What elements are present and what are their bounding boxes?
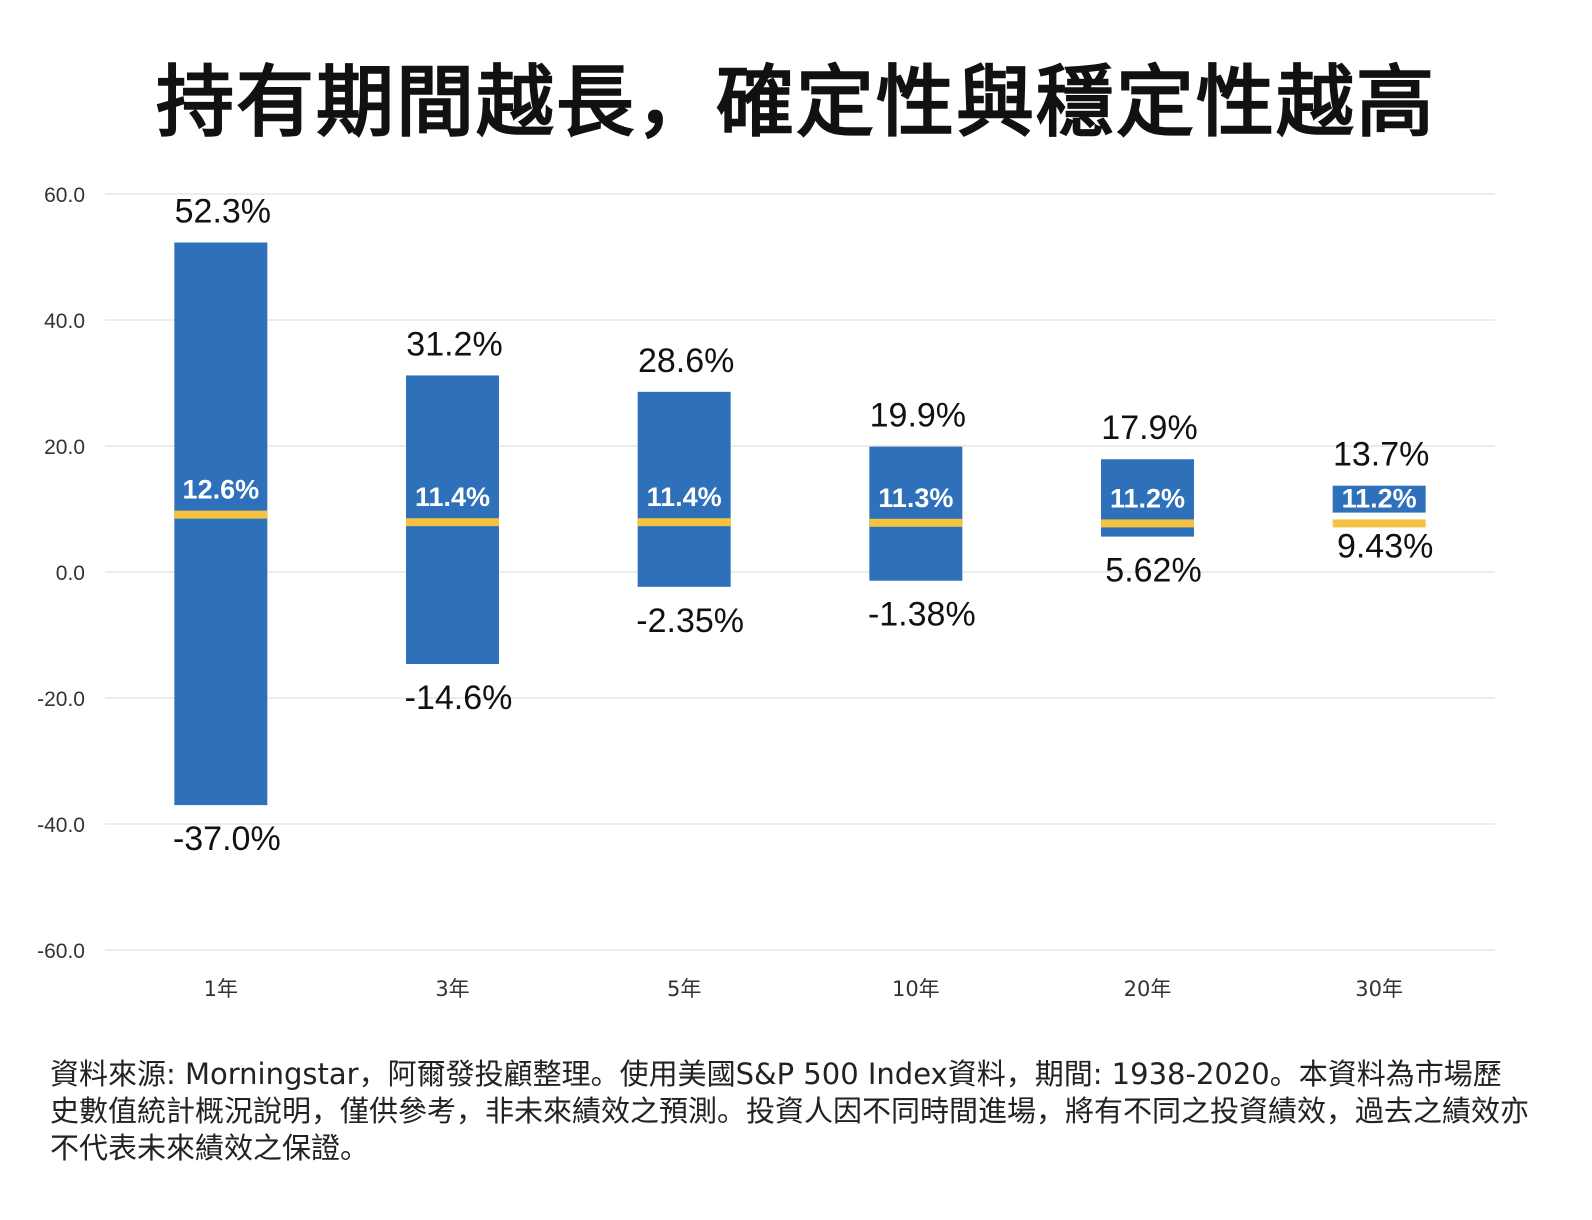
x-tick-label: 20年	[1124, 977, 1172, 1001]
average-label: 11.4%	[415, 482, 490, 512]
y-tick-label: 0.0	[56, 562, 85, 585]
average-line	[869, 518, 963, 527]
min-label: -2.35%	[636, 602, 744, 640]
range-bar	[1332, 485, 1426, 513]
max-label: 28.6%	[638, 342, 734, 380]
y-tick-label: -20.0	[37, 688, 85, 711]
average-label: 11.2%	[1110, 483, 1185, 513]
average-line	[1101, 519, 1194, 528]
min-label: -1.38%	[868, 596, 976, 634]
min-label: 9.43%	[1337, 528, 1433, 566]
min-label: -14.6%	[405, 679, 513, 717]
max-label: 17.9%	[1101, 409, 1197, 447]
x-tick-label: 1年	[204, 977, 238, 1001]
y-tick-label: 60.0	[44, 184, 85, 207]
x-tick-label: 10年	[892, 977, 940, 1001]
y-tick-label: 40.0	[44, 310, 85, 333]
max-label: 19.9%	[870, 397, 966, 435]
average-label: 12.6%	[183, 475, 260, 505]
chart-title: 持有期間越長，確定性與穩定性越高	[155, 58, 1436, 148]
min-label: 5.62%	[1105, 552, 1201, 590]
max-label: 13.7%	[1333, 436, 1429, 474]
range-bar	[174, 242, 268, 806]
range-bar	[637, 391, 731, 587]
range-bar	[869, 446, 963, 581]
min-label: -37.0%	[173, 820, 281, 858]
footnote: 資料來源: Morningstar，阿爾發投顧整理。使用美國S&P 500 In…	[50, 1057, 1530, 1165]
average-line	[406, 518, 499, 527]
max-label: 52.3%	[175, 193, 271, 231]
y-tick-label: 20.0	[44, 436, 85, 459]
y-tick-label: -60.0	[37, 940, 85, 963]
average-label: 11.4%	[647, 482, 722, 512]
x-tick-label: 3年	[435, 977, 469, 1001]
average-label: 11.2%	[1342, 483, 1417, 513]
average-label: 11.3%	[878, 483, 953, 513]
x-tick-label: 5年	[667, 977, 701, 1001]
average-line	[174, 510, 268, 519]
y-tick-label: -40.0	[37, 814, 85, 837]
max-label: 31.2%	[406, 325, 502, 363]
average-line	[637, 518, 731, 527]
average-line	[1332, 519, 1426, 528]
x-tick-label: 30年	[1355, 977, 1403, 1001]
